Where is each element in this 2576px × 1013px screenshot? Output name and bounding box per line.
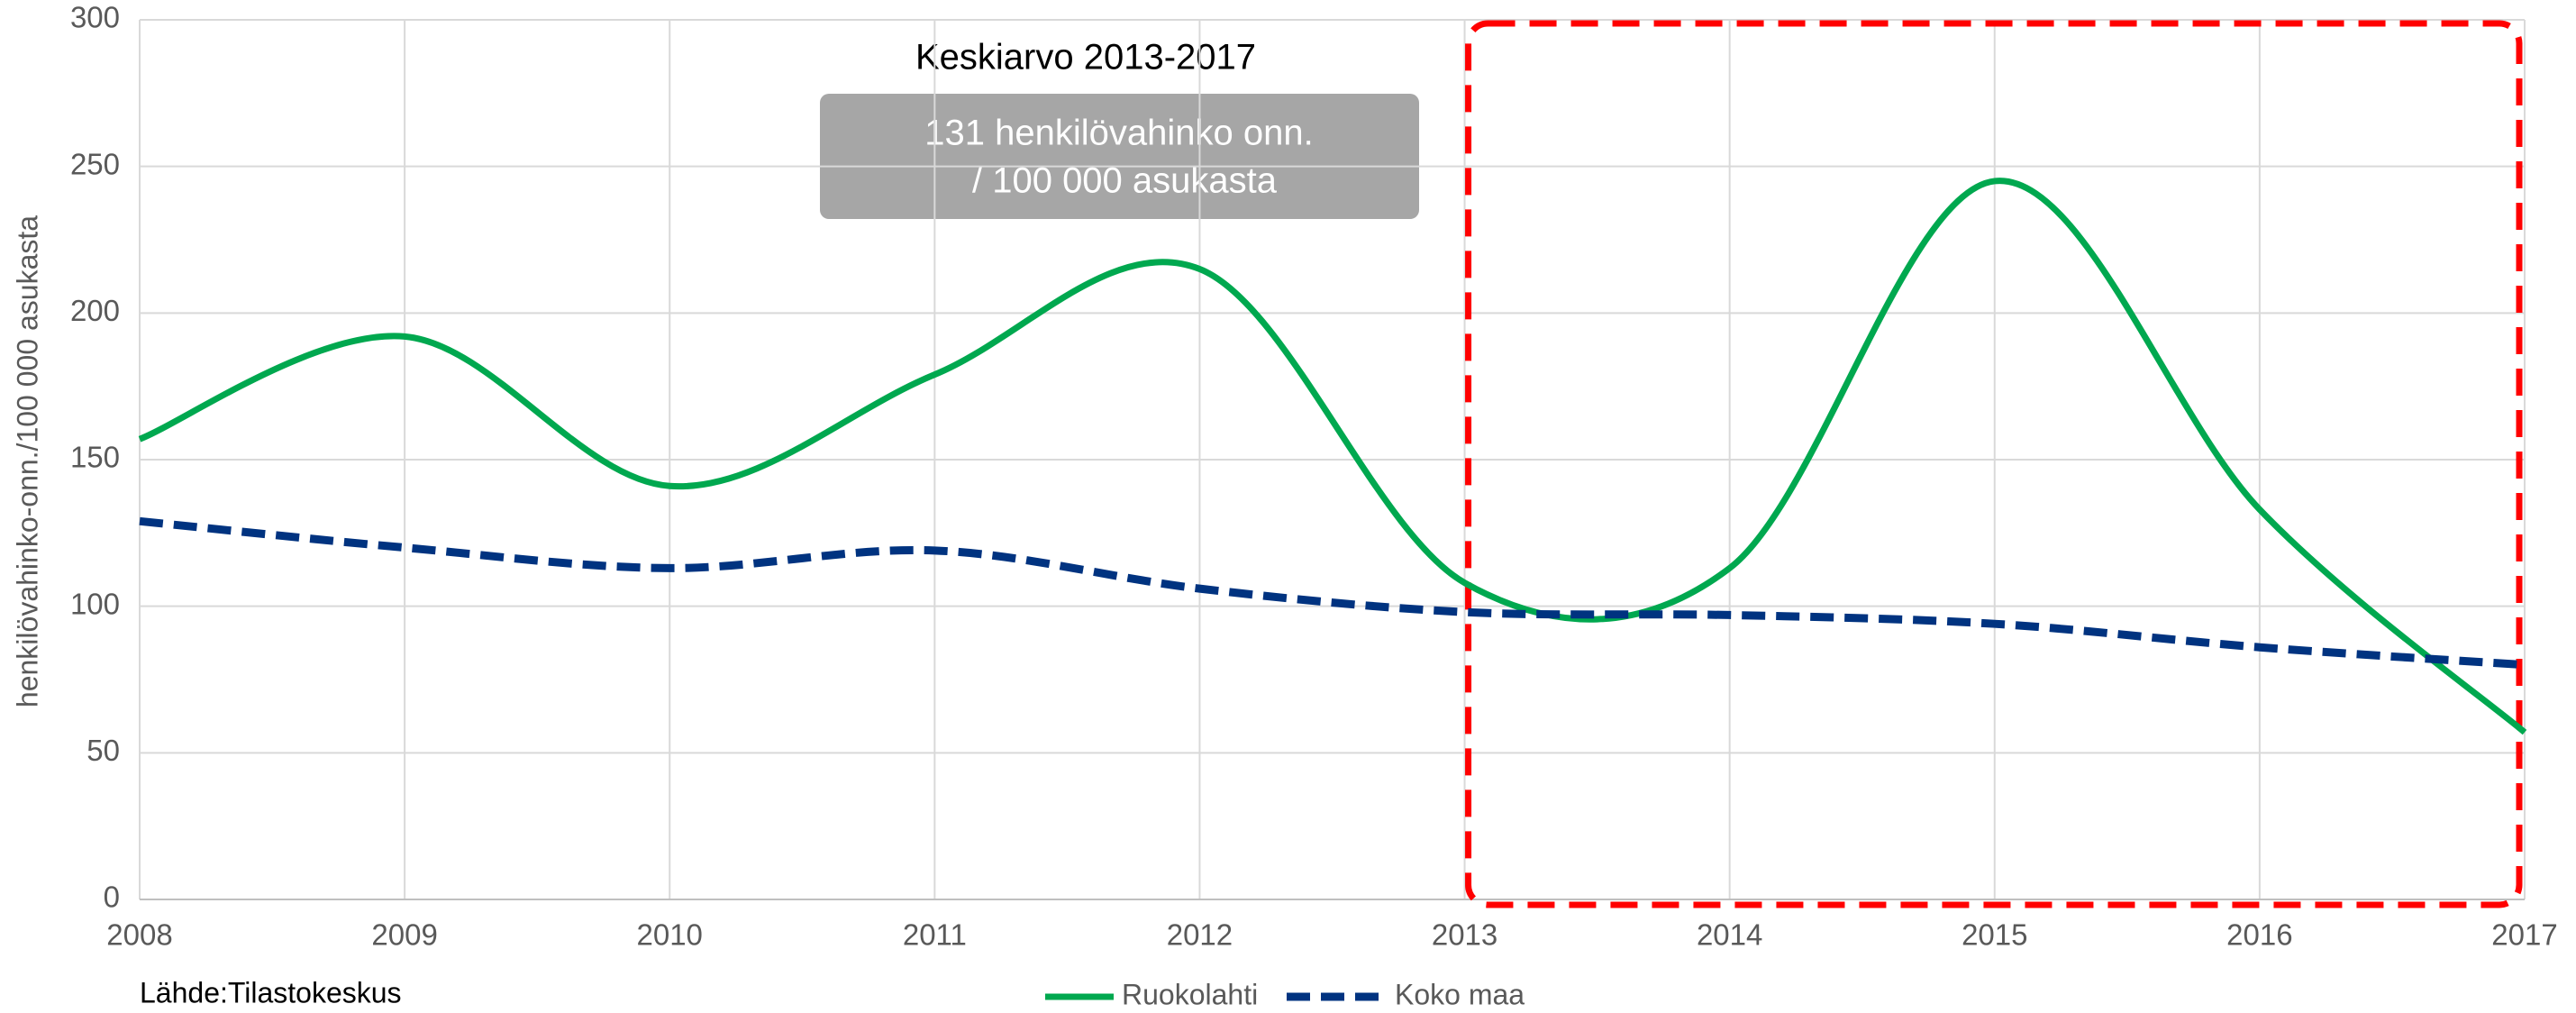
x-tick-label: 2011 [903,918,967,952]
y-tick-label: 250 [70,147,120,180]
x-tick-label: 2013 [1432,918,1497,952]
x-tick-label: 2015 [1962,918,2027,952]
annotation-line: 131 henkilövahinko onn. [924,114,1313,153]
y-tick-label: 200 [70,294,120,327]
y-axis-label: henkilövahinko-onn./100 000 asukasta [11,215,43,707]
y-tick-label: 150 [70,441,120,474]
x-tick-label: 2010 [637,918,703,952]
y-tick-label: 100 [70,587,120,620]
y-tick-label: 300 [70,1,120,34]
x-tick-label: 2014 [1697,918,1762,952]
annotation-title: Keskiarvo 2013-2017 [915,38,1256,78]
x-tick-label: 2009 [371,918,437,952]
x-tick-label: 2016 [2226,918,2292,952]
annotation-box [820,94,1419,219]
series-line [138,178,2527,735]
annotation-line: / 100 000 asukasta [972,161,1278,201]
y-tick-label: 50 [86,734,120,767]
x-tick-label: 2017 [2491,918,2557,952]
x-tick-label: 2012 [1167,918,1233,952]
highlight-box [1465,20,2523,908]
legend-label: Ruokolahti [1122,978,1258,1010]
source: Lähde:Tilastokeskus [140,976,402,1008]
y-tick-label: 0 [104,881,120,914]
series-line [139,516,2526,670]
legend-label: Koko maa [1395,978,1525,1010]
x-tick-label: 2008 [106,918,172,952]
